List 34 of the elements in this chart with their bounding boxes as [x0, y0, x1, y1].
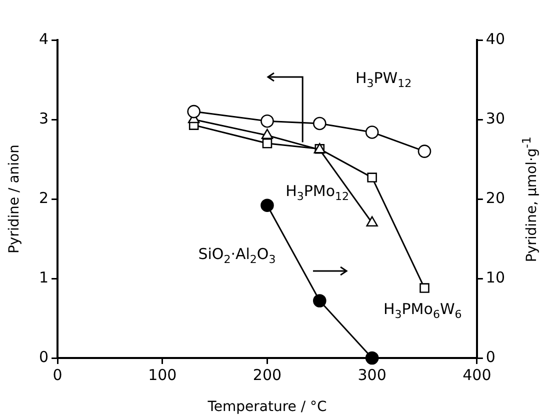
y2-tick-label: 30 [486, 109, 506, 128]
point [365, 351, 379, 365]
series-label: SiO$_{2}$·Al$_{2}$O$_{3}$ [198, 244, 276, 266]
point [260, 198, 274, 212]
point [418, 144, 432, 158]
point [187, 104, 200, 118]
y-tick-label: 1 [38, 268, 49, 286]
x-tick-label: 400 [462, 366, 492, 384]
point [260, 114, 274, 128]
point [365, 126, 379, 139]
x-axis-title: Temperature / °C [208, 399, 327, 415]
point [367, 172, 377, 182]
point [420, 283, 430, 293]
series-label: H$_{3}$PMo$_{6}$W$_{6}$ [383, 300, 462, 321]
y-axis-title: Pyridine / anion [6, 144, 22, 254]
y2-tick-label: 0 [486, 348, 496, 366]
x-tick-label: 200 [252, 366, 282, 384]
y2-tick-label: 20 [486, 188, 506, 207]
point [261, 128, 274, 140]
point [313, 116, 326, 130]
point [313, 294, 326, 308]
y-tick-label: 0 [38, 348, 49, 366]
x-tick-label: 0 [52, 366, 62, 384]
y2-tick-label: 40 [486, 30, 506, 48]
text: H$_{3}$PW$_{12}$ [355, 68, 412, 90]
y-tick-label: 3 [38, 109, 49, 128]
y2-tick-label: 10 [486, 268, 506, 286]
series-label: H$_{3}$PMo$_{12}$ [286, 182, 350, 204]
y-tick-label: 2 [38, 188, 49, 207]
x-tick-label: 100 [148, 366, 177, 384]
x-tick-label: 300 [358, 366, 386, 384]
y-tick-label: 4 [38, 30, 49, 48]
point [366, 216, 378, 226]
point [262, 138, 272, 148]
